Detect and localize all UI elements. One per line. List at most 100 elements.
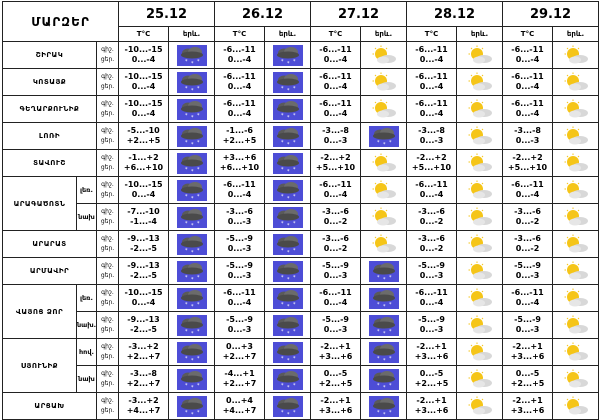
weather-icon-cell: * * * xyxy=(168,392,216,420)
weather-icon-cell: * * * xyxy=(168,149,216,177)
region-row: ՎԱՅՈՑ ՁՈՐ լեռ. գիշ. ցեր. -10...-15 0...-4 * * * -… xyxy=(2,284,600,339)
night-day-labels: գիշ. ցեր. xyxy=(95,41,120,69)
night-day-labels: գիշ. ցեր. xyxy=(95,257,120,285)
night-temperature: -2...+1 xyxy=(416,396,447,405)
svg-text:*: * xyxy=(185,383,188,389)
sun-cloud-icon xyxy=(560,368,591,390)
region-row: ՇԻՐԱԿ գիշ. ցեր. -10...-15 0...-4 * * * -6...-11 0… xyxy=(2,41,600,69)
day-temperature: +3...+6 xyxy=(318,406,353,415)
day-temperature: 0...-3 xyxy=(515,271,540,280)
snow-cloud-icon: * * * xyxy=(176,71,207,93)
night-day-labels: գիշ. ցեր. xyxy=(95,68,120,96)
snow-cloud-icon: * * * xyxy=(272,368,303,390)
region-row: ԱՐՄԱՎԻՐ գիշ. ցեր. -9...-13 -2...-5 * * * -5...-9… xyxy=(2,257,600,285)
svg-text:*: * xyxy=(293,275,296,281)
day-temperature: 0...-4 xyxy=(131,298,156,307)
night-temperature: -9...-13 xyxy=(127,261,160,270)
svg-text:*: * xyxy=(293,167,296,173)
snow-cloud-icon: * * * xyxy=(176,179,207,201)
weather-icon-cell xyxy=(456,41,504,69)
sun-cloud-icon xyxy=(560,44,591,66)
temperature-cell: -2...+1 +3...+6 xyxy=(502,338,554,366)
temperature-cell: -2...+1 +3...+6 xyxy=(502,392,554,420)
svg-text:*: * xyxy=(383,277,386,282)
sun-cloud-icon xyxy=(560,179,591,201)
sun-cloud-icon xyxy=(560,71,591,93)
temperature-cell: -5...-9 0...-3 xyxy=(502,257,554,285)
subregion-label: նախ xyxy=(76,365,97,393)
svg-text:*: * xyxy=(281,221,284,227)
night-temperature: -2...+1 xyxy=(320,342,351,351)
svg-text:*: * xyxy=(383,142,386,147)
temperature-cell: -10...-15 0...-4 xyxy=(118,95,170,123)
day-temperature: +2...+7 xyxy=(222,379,257,388)
svg-text:*: * xyxy=(287,250,290,255)
day-temperature: 0...-4 xyxy=(131,82,156,91)
weather-icon-cell: * * * xyxy=(168,284,216,312)
weather-icon-cell: * * * xyxy=(264,95,312,123)
svg-text:*: * xyxy=(383,331,386,336)
sun-cloud-icon xyxy=(464,206,495,228)
night-temperature: -5...-9 xyxy=(514,315,541,324)
night-day-labels: գիշ. ցեր. xyxy=(95,149,120,177)
temperature-cell: +3...+6 +6...+10 xyxy=(214,149,266,177)
region-row: ԱՐՑԱԽ գիշ. ցեր. -3...+2 +4...+7 * * * 0...+4 +4..… xyxy=(2,392,600,420)
night-label: գիշ. xyxy=(101,343,114,350)
svg-text:*: * xyxy=(197,86,200,92)
night-label: գիշ. xyxy=(101,46,114,53)
night-temperature: -2...+1 xyxy=(320,396,351,405)
temperature-cell: -6...-11 0...-4 xyxy=(310,68,362,96)
night-day-labels: գիշ. ցեր. xyxy=(95,230,120,258)
night-temperature: -3...+2 xyxy=(128,396,159,405)
day-temperature: -2...-5 xyxy=(130,325,157,334)
weather-icon-cell xyxy=(456,149,504,177)
temperature-cell: -4...+1 +2...+7 xyxy=(214,365,266,393)
svg-text:*: * xyxy=(197,275,200,281)
sun-cloud-icon xyxy=(464,341,495,363)
day-temperature: 0...-4 xyxy=(227,298,252,307)
night-temperature: -3...-6 xyxy=(418,234,445,243)
svg-text:*: * xyxy=(191,358,194,363)
night-temperature: -2...+2 xyxy=(320,153,351,162)
day-temperature: +5...+10 xyxy=(507,163,548,172)
svg-text:*: * xyxy=(293,86,296,92)
temperature-cell: -5...-10 +2...+5 xyxy=(118,122,170,150)
svg-text:*: * xyxy=(191,142,194,147)
night-temperature: -2...+1 xyxy=(416,342,447,351)
sun-cloud-icon xyxy=(368,233,399,255)
snow-cloud-icon: * * * xyxy=(176,125,207,147)
snow-cloud-icon: * * * xyxy=(272,314,303,336)
svg-text:*: * xyxy=(293,302,296,308)
temperature-cell: -1...-6 +2...+5 xyxy=(214,122,266,150)
night-temperature: -3...-6 xyxy=(418,207,445,216)
temperature-cell: 0...-5 +2...+5 xyxy=(502,365,554,393)
temperature-cell: -10...-15 0...-4 xyxy=(118,176,170,204)
day-label: ցեր. xyxy=(100,110,115,117)
day-temperature: 0...-2 xyxy=(515,217,540,226)
night-temperature: -6...-11 xyxy=(415,45,448,54)
svg-text:*: * xyxy=(377,383,380,389)
svg-text:*: * xyxy=(197,194,200,200)
temperature-cell: -2...+1 +3...+6 xyxy=(310,338,362,366)
svg-text:*: * xyxy=(197,383,200,389)
night-temperature: -2...+2 xyxy=(416,153,447,162)
weather-icon-cell xyxy=(552,203,600,231)
night-temperature: -6...-11 xyxy=(223,288,256,297)
night-temperature: -5...-10 xyxy=(127,126,160,135)
temperature-cell: 0...-5 +2...+5 xyxy=(310,365,362,393)
svg-text:*: * xyxy=(191,88,194,93)
day-temperature: +2...+5 xyxy=(510,379,545,388)
temperature-cell: -6...-11 0...-4 xyxy=(310,284,362,312)
day-temperature: 0...-4 xyxy=(131,109,156,118)
night-temperature: -2...+1 xyxy=(512,342,543,351)
svg-text:*: * xyxy=(281,248,284,254)
day-temperature: -1...-4 xyxy=(130,217,157,226)
temperature-cell: -3...-6 0...-2 xyxy=(406,230,458,258)
weather-icon-cell xyxy=(456,392,504,420)
temperature-cell: -9...-13 -2...-5 xyxy=(118,311,170,339)
day-temperature: 0...-3 xyxy=(515,325,540,334)
svg-text:*: * xyxy=(287,88,290,93)
temperature-cell: -9...-13 -2...-5 xyxy=(118,230,170,258)
night-temperature: -3...-6 xyxy=(322,234,349,243)
svg-text:*: * xyxy=(377,356,380,362)
